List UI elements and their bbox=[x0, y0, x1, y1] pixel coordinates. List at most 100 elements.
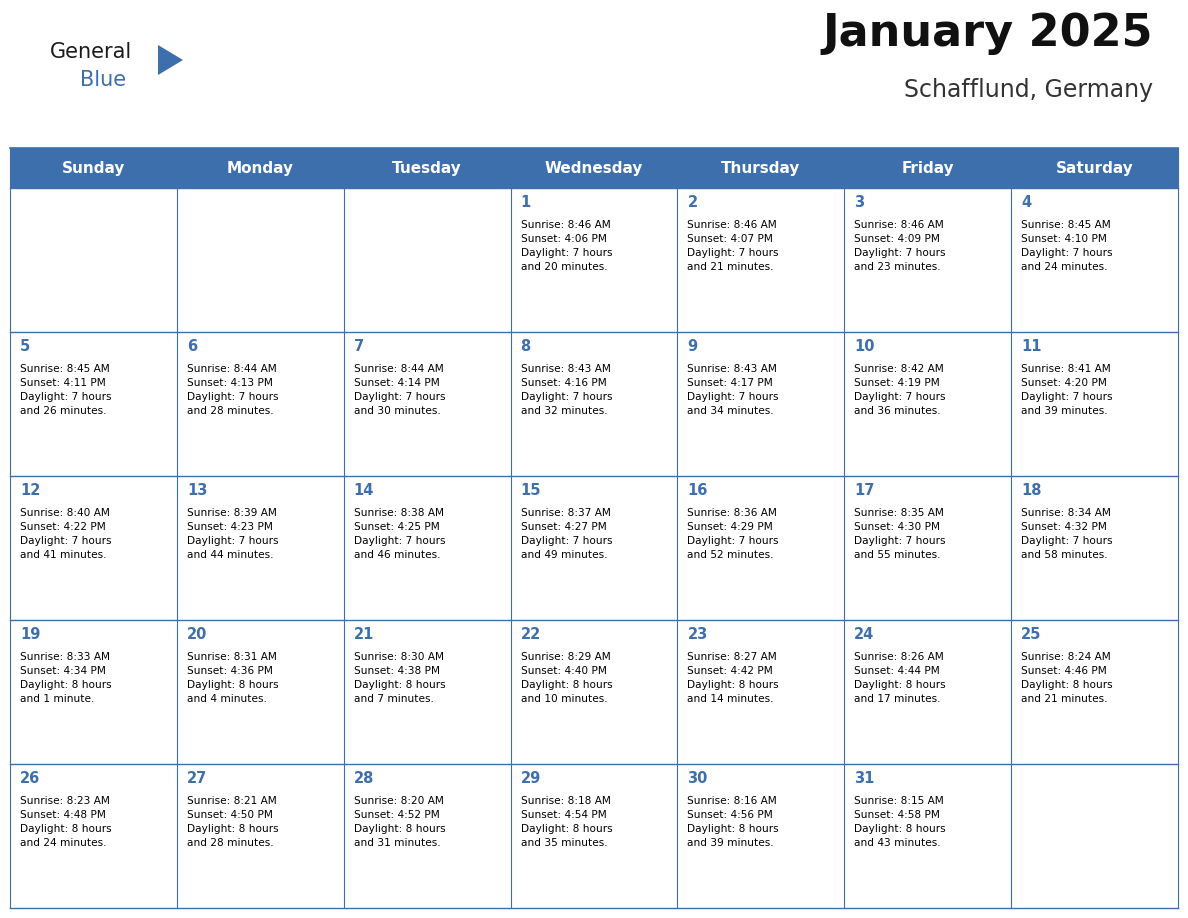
Text: Sunrise: 8:34 AM
Sunset: 4:32 PM
Daylight: 7 hours
and 58 minutes.: Sunrise: 8:34 AM Sunset: 4:32 PM Dayligh… bbox=[1022, 508, 1113, 560]
Bar bbox=[1011, 188, 1178, 332]
Text: Sunrise: 8:43 AM
Sunset: 4:16 PM
Daylight: 7 hours
and 32 minutes.: Sunrise: 8:43 AM Sunset: 4:16 PM Dayligh… bbox=[520, 364, 612, 416]
Text: Sunrise: 8:15 AM
Sunset: 4:58 PM
Daylight: 8 hours
and 43 minutes.: Sunrise: 8:15 AM Sunset: 4:58 PM Dayligh… bbox=[854, 796, 946, 848]
Text: Sunrise: 8:27 AM
Sunset: 4:42 PM
Daylight: 8 hours
and 14 minutes.: Sunrise: 8:27 AM Sunset: 4:42 PM Dayligh… bbox=[688, 652, 779, 704]
Bar bbox=[1011, 620, 1178, 764]
Text: Sunrise: 8:29 AM
Sunset: 4:40 PM
Daylight: 8 hours
and 10 minutes.: Sunrise: 8:29 AM Sunset: 4:40 PM Dayligh… bbox=[520, 652, 612, 704]
Text: Thursday: Thursday bbox=[721, 161, 801, 175]
Text: 4: 4 bbox=[1022, 195, 1031, 210]
Text: 22: 22 bbox=[520, 627, 541, 642]
Text: General: General bbox=[50, 42, 132, 62]
Bar bbox=[511, 476, 677, 620]
Bar bbox=[177, 188, 343, 332]
Bar bbox=[177, 332, 343, 476]
Text: 14: 14 bbox=[354, 483, 374, 498]
Bar bbox=[10, 476, 177, 620]
Bar bbox=[511, 148, 677, 188]
Text: Blue: Blue bbox=[80, 70, 126, 90]
Text: Friday: Friday bbox=[902, 161, 954, 175]
Text: Sunrise: 8:44 AM
Sunset: 4:14 PM
Daylight: 7 hours
and 30 minutes.: Sunrise: 8:44 AM Sunset: 4:14 PM Dayligh… bbox=[354, 364, 446, 416]
Text: Sunrise: 8:45 AM
Sunset: 4:11 PM
Daylight: 7 hours
and 26 minutes.: Sunrise: 8:45 AM Sunset: 4:11 PM Dayligh… bbox=[20, 364, 112, 416]
Bar bbox=[677, 188, 845, 332]
Bar bbox=[511, 332, 677, 476]
Text: 7: 7 bbox=[354, 339, 364, 354]
Text: Sunrise: 8:20 AM
Sunset: 4:52 PM
Daylight: 8 hours
and 31 minutes.: Sunrise: 8:20 AM Sunset: 4:52 PM Dayligh… bbox=[354, 796, 446, 848]
Bar bbox=[343, 148, 511, 188]
Text: 28: 28 bbox=[354, 771, 374, 786]
Text: 20: 20 bbox=[187, 627, 207, 642]
Bar bbox=[343, 476, 511, 620]
Text: 1: 1 bbox=[520, 195, 531, 210]
Text: Sunrise: 8:30 AM
Sunset: 4:38 PM
Daylight: 8 hours
and 7 minutes.: Sunrise: 8:30 AM Sunset: 4:38 PM Dayligh… bbox=[354, 652, 446, 704]
Bar bbox=[845, 476, 1011, 620]
Text: Sunrise: 8:42 AM
Sunset: 4:19 PM
Daylight: 7 hours
and 36 minutes.: Sunrise: 8:42 AM Sunset: 4:19 PM Dayligh… bbox=[854, 364, 946, 416]
Text: 5: 5 bbox=[20, 339, 30, 354]
Bar bbox=[677, 764, 845, 908]
Text: 9: 9 bbox=[688, 339, 697, 354]
Text: Sunrise: 8:41 AM
Sunset: 4:20 PM
Daylight: 7 hours
and 39 minutes.: Sunrise: 8:41 AM Sunset: 4:20 PM Dayligh… bbox=[1022, 364, 1113, 416]
Text: 18: 18 bbox=[1022, 483, 1042, 498]
Text: Wednesday: Wednesday bbox=[545, 161, 643, 175]
Bar bbox=[1011, 764, 1178, 908]
Text: January 2025: January 2025 bbox=[822, 12, 1154, 55]
Text: Sunrise: 8:21 AM
Sunset: 4:50 PM
Daylight: 8 hours
and 28 minutes.: Sunrise: 8:21 AM Sunset: 4:50 PM Dayligh… bbox=[187, 796, 278, 848]
Bar bbox=[177, 620, 343, 764]
Bar bbox=[177, 764, 343, 908]
Text: Schafflund, Germany: Schafflund, Germany bbox=[904, 78, 1154, 102]
Bar bbox=[677, 476, 845, 620]
Bar bbox=[677, 620, 845, 764]
Text: Tuesday: Tuesday bbox=[392, 161, 462, 175]
Bar bbox=[1011, 148, 1178, 188]
Text: Sunrise: 8:23 AM
Sunset: 4:48 PM
Daylight: 8 hours
and 24 minutes.: Sunrise: 8:23 AM Sunset: 4:48 PM Dayligh… bbox=[20, 796, 112, 848]
Bar bbox=[511, 188, 677, 332]
Bar bbox=[10, 620, 177, 764]
Text: 25: 25 bbox=[1022, 627, 1042, 642]
Text: 13: 13 bbox=[187, 483, 207, 498]
Text: Sunrise: 8:24 AM
Sunset: 4:46 PM
Daylight: 8 hours
and 21 minutes.: Sunrise: 8:24 AM Sunset: 4:46 PM Dayligh… bbox=[1022, 652, 1113, 704]
Bar bbox=[677, 148, 845, 188]
Text: 29: 29 bbox=[520, 771, 541, 786]
Text: Sunrise: 8:37 AM
Sunset: 4:27 PM
Daylight: 7 hours
and 49 minutes.: Sunrise: 8:37 AM Sunset: 4:27 PM Dayligh… bbox=[520, 508, 612, 560]
Text: 8: 8 bbox=[520, 339, 531, 354]
Text: Sunrise: 8:46 AM
Sunset: 4:06 PM
Daylight: 7 hours
and 20 minutes.: Sunrise: 8:46 AM Sunset: 4:06 PM Dayligh… bbox=[520, 220, 612, 272]
Text: 23: 23 bbox=[688, 627, 708, 642]
Text: 16: 16 bbox=[688, 483, 708, 498]
Bar bbox=[511, 620, 677, 764]
Text: 30: 30 bbox=[688, 771, 708, 786]
Text: Sunrise: 8:40 AM
Sunset: 4:22 PM
Daylight: 7 hours
and 41 minutes.: Sunrise: 8:40 AM Sunset: 4:22 PM Dayligh… bbox=[20, 508, 112, 560]
Bar bbox=[177, 476, 343, 620]
Bar bbox=[845, 764, 1011, 908]
Text: 10: 10 bbox=[854, 339, 874, 354]
Bar bbox=[10, 188, 177, 332]
Text: Sunrise: 8:36 AM
Sunset: 4:29 PM
Daylight: 7 hours
and 52 minutes.: Sunrise: 8:36 AM Sunset: 4:29 PM Dayligh… bbox=[688, 508, 779, 560]
Bar bbox=[10, 332, 177, 476]
Bar bbox=[845, 148, 1011, 188]
Text: Sunrise: 8:46 AM
Sunset: 4:07 PM
Daylight: 7 hours
and 21 minutes.: Sunrise: 8:46 AM Sunset: 4:07 PM Dayligh… bbox=[688, 220, 779, 272]
Text: Sunrise: 8:35 AM
Sunset: 4:30 PM
Daylight: 7 hours
and 55 minutes.: Sunrise: 8:35 AM Sunset: 4:30 PM Dayligh… bbox=[854, 508, 946, 560]
Text: Sunrise: 8:38 AM
Sunset: 4:25 PM
Daylight: 7 hours
and 46 minutes.: Sunrise: 8:38 AM Sunset: 4:25 PM Dayligh… bbox=[354, 508, 446, 560]
Text: 12: 12 bbox=[20, 483, 40, 498]
Text: 3: 3 bbox=[854, 195, 865, 210]
Polygon shape bbox=[158, 45, 183, 75]
Text: Sunrise: 8:44 AM
Sunset: 4:13 PM
Daylight: 7 hours
and 28 minutes.: Sunrise: 8:44 AM Sunset: 4:13 PM Dayligh… bbox=[187, 364, 278, 416]
Bar bbox=[511, 764, 677, 908]
Text: Sunrise: 8:26 AM
Sunset: 4:44 PM
Daylight: 8 hours
and 17 minutes.: Sunrise: 8:26 AM Sunset: 4:44 PM Dayligh… bbox=[854, 652, 946, 704]
Text: 27: 27 bbox=[187, 771, 207, 786]
Text: 19: 19 bbox=[20, 627, 40, 642]
Bar bbox=[845, 188, 1011, 332]
Bar bbox=[1011, 476, 1178, 620]
Bar bbox=[343, 188, 511, 332]
Bar bbox=[677, 332, 845, 476]
Text: Sunrise: 8:43 AM
Sunset: 4:17 PM
Daylight: 7 hours
and 34 minutes.: Sunrise: 8:43 AM Sunset: 4:17 PM Dayligh… bbox=[688, 364, 779, 416]
Text: 6: 6 bbox=[187, 339, 197, 354]
Bar bbox=[343, 332, 511, 476]
Text: Saturday: Saturday bbox=[1056, 161, 1133, 175]
Text: 15: 15 bbox=[520, 483, 541, 498]
Text: Sunday: Sunday bbox=[62, 161, 125, 175]
Bar bbox=[10, 764, 177, 908]
Bar bbox=[343, 620, 511, 764]
Text: Sunrise: 8:31 AM
Sunset: 4:36 PM
Daylight: 8 hours
and 4 minutes.: Sunrise: 8:31 AM Sunset: 4:36 PM Dayligh… bbox=[187, 652, 278, 704]
Text: Sunrise: 8:39 AM
Sunset: 4:23 PM
Daylight: 7 hours
and 44 minutes.: Sunrise: 8:39 AM Sunset: 4:23 PM Dayligh… bbox=[187, 508, 278, 560]
Text: 26: 26 bbox=[20, 771, 40, 786]
Bar bbox=[343, 764, 511, 908]
Text: 11: 11 bbox=[1022, 339, 1042, 354]
